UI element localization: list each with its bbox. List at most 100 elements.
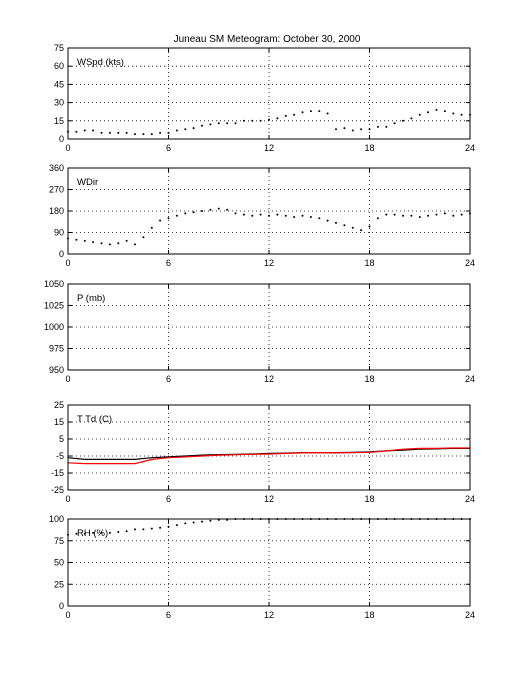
data-point — [284, 214, 287, 217]
data-point — [251, 214, 254, 217]
data-point — [326, 219, 329, 222]
data-point — [159, 219, 162, 222]
x-tick-label: 6 — [166, 494, 171, 504]
x-tick-label: 6 — [166, 610, 171, 620]
y-tick-label: 15 — [54, 417, 64, 427]
data-point — [326, 112, 329, 115]
data-point — [83, 129, 86, 132]
data-point — [276, 213, 279, 216]
data-point — [100, 531, 103, 534]
x-tick-label: 24 — [465, 374, 475, 384]
data-point — [360, 128, 363, 131]
data-point — [376, 125, 379, 128]
data-point — [318, 110, 321, 113]
data-point — [134, 528, 136, 531]
data-point — [293, 216, 296, 218]
panel-label: WDir — [77, 177, 98, 188]
x-tick-label: 18 — [364, 258, 374, 268]
x-tick-label: 18 — [364, 143, 374, 153]
data-point — [83, 239, 86, 242]
x-tick-label: 0 — [65, 610, 70, 620]
y-tick-label: 15 — [54, 116, 64, 126]
y-tick-label: 975 — [49, 344, 64, 354]
y-tick-label: -25 — [51, 485, 64, 495]
data-point — [242, 119, 245, 122]
data-point — [301, 214, 304, 217]
y-tick-label: 25 — [54, 579, 64, 589]
y-tick-label: 270 — [49, 185, 64, 195]
data-point — [226, 208, 229, 211]
panel-1: 0 6 12 18 24 0 90 180 270 360 WDir — [49, 163, 475, 268]
data-point — [343, 127, 346, 130]
data-point — [368, 128, 371, 131]
data-point — [217, 207, 220, 210]
data-point — [402, 214, 404, 217]
x-tick-label: 24 — [465, 143, 475, 153]
data-point — [83, 532, 86, 535]
data-point — [268, 118, 270, 121]
data-point — [134, 133, 136, 136]
data-point — [117, 242, 120, 245]
y-tick-label: 45 — [54, 79, 64, 89]
panel-0: 0 6 12 18 24 0 15 30 45 60 75 WSpd (kts) — [54, 43, 475, 153]
data-point — [418, 113, 421, 116]
data-point — [75, 532, 78, 535]
x-tick-label: 12 — [264, 143, 274, 153]
y-tick-label: 1000 — [44, 322, 64, 332]
data-point — [92, 531, 95, 534]
x-tick-label: 18 — [364, 374, 374, 384]
data-point — [234, 212, 237, 215]
data-point — [410, 117, 413, 120]
data-point — [142, 528, 145, 531]
data-point — [192, 127, 195, 130]
data-point — [92, 241, 95, 244]
y-tick-label: 180 — [49, 206, 64, 216]
data-point — [443, 212, 446, 215]
panel-2: 0 6 12 18 24 950 975 1000 1025 1050 P (mb) — [44, 279, 475, 384]
y-tick-label: 1050 — [44, 279, 64, 289]
data-point — [242, 213, 245, 216]
data-point — [443, 110, 446, 113]
series-points-0 — [67, 207, 471, 246]
y-tick-label: -15 — [51, 468, 64, 478]
data-point — [318, 217, 321, 220]
data-point — [142, 236, 145, 239]
x-tick-label: 6 — [166, 143, 171, 153]
data-point — [125, 131, 128, 134]
y-tick-label: 75 — [54, 536, 64, 546]
data-point — [427, 214, 430, 217]
data-point — [159, 526, 162, 529]
data-point — [108, 531, 111, 534]
x-tick-label: 12 — [264, 374, 274, 384]
y-tick-label: 75 — [54, 43, 64, 53]
data-point — [100, 131, 103, 134]
data-point — [284, 114, 287, 117]
y-tick-label: 100 — [49, 514, 64, 524]
data-point — [201, 520, 203, 523]
data-point — [460, 113, 463, 116]
data-point — [393, 213, 396, 216]
y-tick-label: 0 — [59, 601, 64, 611]
data-point — [150, 226, 153, 229]
data-point — [427, 111, 430, 114]
x-tick-label: 12 — [264, 610, 274, 620]
x-tick-label: 0 — [65, 374, 70, 384]
data-point — [117, 131, 120, 134]
data-point — [368, 225, 371, 228]
data-point — [435, 108, 438, 111]
data-point — [100, 242, 103, 245]
y-tick-label: 950 — [49, 365, 64, 375]
x-tick-label: 24 — [465, 494, 475, 504]
data-point — [335, 221, 337, 224]
data-point — [209, 208, 212, 211]
data-point — [108, 243, 111, 246]
y-tick-label: 30 — [54, 98, 64, 108]
data-point — [159, 131, 162, 134]
data-point — [351, 129, 354, 132]
panel-4: 0 6 12 18 24 0 25 50 75 100 RH (%) — [49, 514, 475, 620]
data-point — [335, 128, 337, 131]
x-tick-label: 24 — [465, 258, 475, 268]
data-point — [418, 216, 421, 218]
panel-label: RH (%) — [77, 528, 108, 539]
